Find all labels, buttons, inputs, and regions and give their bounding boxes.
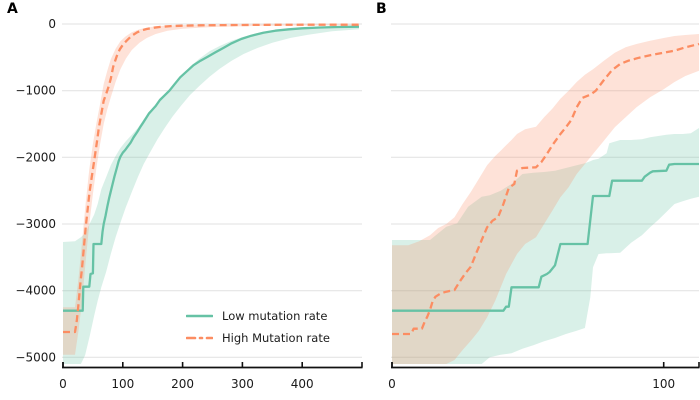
panel-label-b: B bbox=[376, 1, 387, 17]
x-tick-label-a-300: 300 bbox=[231, 377, 254, 391]
series-line-low-mutation-rate-panel-a bbox=[63, 25, 360, 312]
y-tick-label--4000: −4000 bbox=[15, 284, 56, 298]
legend-line-dashed-sample bbox=[186, 336, 213, 339]
y-tick-label--5000: −5000 bbox=[15, 350, 56, 364]
x-tick-label-a-0: 0 bbox=[59, 377, 67, 391]
y-tick-label--1000: −1000 bbox=[15, 84, 56, 98]
x-tick-label-a-400: 400 bbox=[291, 377, 314, 391]
legend-item-high-mutation: High Mutation rate bbox=[186, 328, 330, 347]
y-tick-label-0: 0 bbox=[48, 17, 56, 31]
series-band-low-mutation-rate-panel-b bbox=[392, 128, 699, 364]
series-line-high-mutation-rate-panel-a bbox=[63, 23, 359, 334]
x-tick-label-a-200: 200 bbox=[171, 377, 194, 391]
legend: Low mutation rate High Mutation rate bbox=[186, 306, 330, 347]
legend-line-solid-sample bbox=[186, 314, 213, 317]
series-line-high-mutation-rate-panel-b bbox=[392, 42, 700, 336]
x-tick-label-b-0: 0 bbox=[388, 377, 396, 391]
legend-label-low-mutation: Low mutation rate bbox=[222, 308, 328, 323]
y-tick-label--2000: −2000 bbox=[15, 150, 56, 164]
legend-item-low-mutation: Low mutation rate bbox=[186, 306, 330, 325]
series-line-low-mutation-rate-panel-b bbox=[392, 162, 699, 312]
panel-label-a: A bbox=[7, 1, 18, 17]
y-tick-label--3000: −3000 bbox=[15, 217, 56, 231]
x-tick-label-b-100: 100 bbox=[652, 377, 675, 391]
series-band-high-mutation-rate-panel-b bbox=[392, 34, 699, 364]
series-band-low-mutation-rate-panel-a bbox=[63, 26, 359, 364]
legend-label-high-mutation: High Mutation rate bbox=[222, 330, 330, 345]
x-tick-label-a-100: 100 bbox=[111, 377, 134, 391]
